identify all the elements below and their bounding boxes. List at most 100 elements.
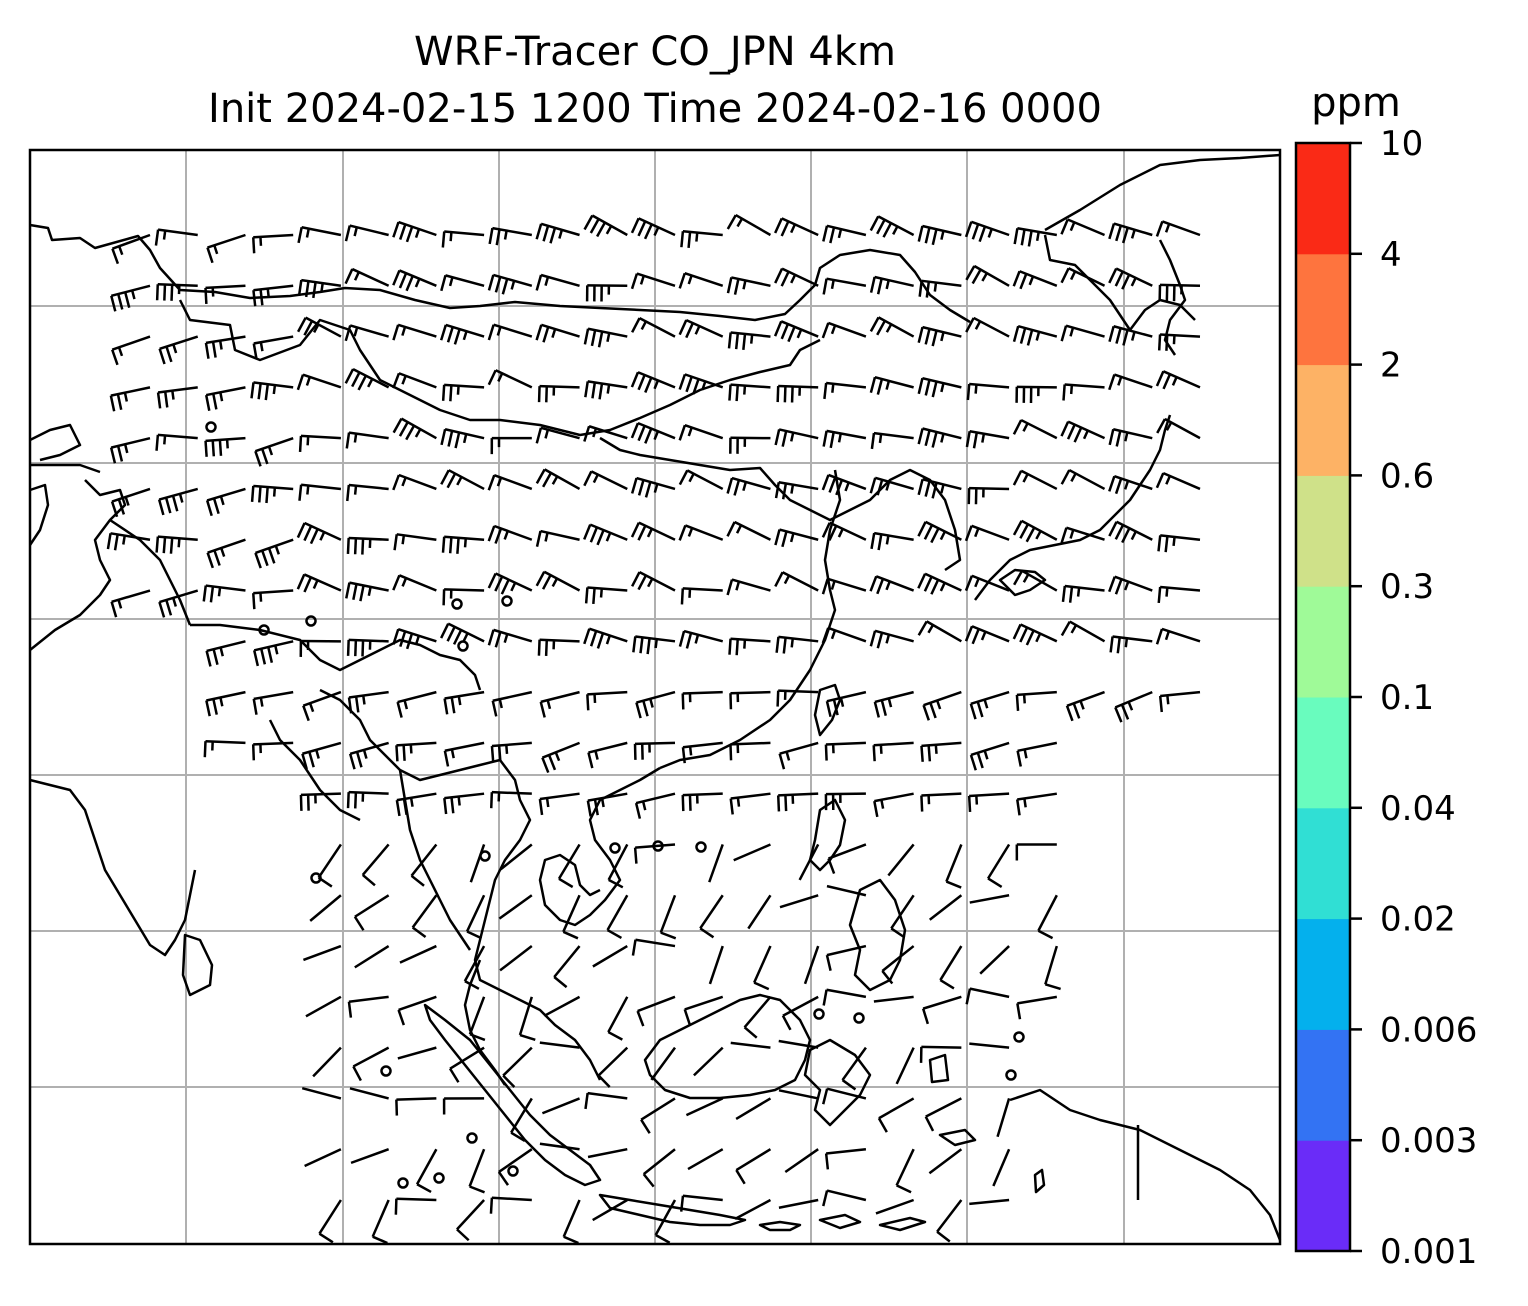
wind-barb	[920, 741, 962, 762]
wind-barb	[822, 988, 867, 1006]
wind-barb	[1158, 283, 1201, 302]
wind-barb	[869, 476, 914, 496]
wind-barb	[541, 1097, 581, 1115]
wind-barb	[873, 690, 914, 718]
wind-barb	[965, 987, 1010, 1005]
wind-barb	[491, 690, 533, 717]
wind-barb	[822, 1189, 867, 1207]
wind-barb	[301, 741, 342, 770]
wind-barb	[823, 381, 867, 400]
colorbar-segment	[1296, 143, 1350, 255]
wind-barb	[778, 1198, 819, 1210]
wind-barb	[636, 995, 676, 1027]
wind-barb	[1157, 333, 1201, 351]
wind-barb	[1012, 324, 1058, 346]
wind-barb	[110, 284, 151, 312]
wind-barb	[870, 431, 914, 450]
wind-barb	[252, 284, 294, 307]
wind-barb	[680, 230, 723, 248]
wind-barb	[252, 335, 294, 360]
wind-barb	[411, 894, 438, 938]
wind-barb	[708, 945, 724, 985]
wind-barb	[870, 531, 914, 551]
wind-barb	[774, 528, 819, 548]
wind-barb	[631, 938, 676, 956]
wind-barb	[890, 894, 915, 939]
wind-barb	[939, 945, 963, 990]
wind-barb	[634, 792, 676, 819]
wind-barb	[535, 570, 581, 592]
colorbar-tick-label: 0.006	[1380, 1010, 1477, 1050]
wind-barb	[992, 1148, 1011, 1187]
colorbar-segment	[1296, 253, 1350, 366]
wind-barb	[202, 584, 246, 603]
wind-barb	[1016, 995, 1058, 1020]
wind-barb	[465, 894, 486, 940]
wind-barb	[825, 690, 867, 718]
wind-barb	[250, 381, 294, 401]
wind-barbs	[106, 214, 1201, 1245]
wind-barb	[869, 376, 914, 395]
wind-barb	[1155, 627, 1201, 645]
wind-barb	[392, 220, 437, 243]
wind-barb	[996, 1098, 1011, 1138]
wind-barb	[821, 626, 867, 644]
wind-barb	[489, 1196, 532, 1214]
wind-barb	[798, 843, 820, 881]
wind-barb	[584, 380, 628, 400]
wind-barb	[443, 690, 485, 715]
wind-barb	[297, 225, 342, 244]
wind-barb	[1015, 792, 1057, 816]
wind-barb	[743, 996, 772, 1039]
wind-barb	[781, 995, 819, 1031]
wind-barb	[535, 222, 580, 244]
wind-barb	[252, 589, 294, 610]
wind-barb	[633, 843, 676, 864]
wind-barb	[1108, 373, 1153, 391]
wind-barb	[154, 228, 198, 246]
wind-barb	[869, 575, 915, 595]
wind-barb	[109, 386, 151, 412]
wind-barb	[607, 843, 629, 889]
wind-barb	[487, 369, 533, 389]
wind-barb	[726, 214, 772, 237]
wind-barb	[631, 570, 676, 592]
wind-barb	[1012, 623, 1058, 646]
wind-barb	[1061, 584, 1105, 603]
wind-barb	[969, 690, 1010, 720]
wind-barb	[396, 690, 437, 718]
colorbar-tick-label: 0.6	[1380, 456, 1434, 496]
wind-barb	[155, 433, 198, 451]
wind-barb	[1108, 267, 1153, 290]
wind-barb	[537, 384, 580, 403]
wind-barb	[928, 894, 963, 921]
wind-barb	[969, 1042, 1010, 1049]
wind-barb	[347, 690, 389, 714]
wind-barb	[443, 741, 485, 767]
wind-barb	[917, 520, 962, 544]
wind-barb	[204, 284, 246, 304]
wind-barb	[158, 589, 199, 618]
wind-barb	[584, 586, 628, 605]
wind-barb	[442, 1097, 485, 1115]
wind-barb	[1060, 620, 1106, 643]
colorbar-segment	[1296, 364, 1350, 476]
wind-barb	[562, 894, 581, 940]
wind-barb	[726, 520, 772, 541]
wind-barb	[821, 521, 867, 541]
wind-barb	[583, 523, 628, 546]
wind-barb	[392, 574, 437, 592]
wind-barb	[312, 1046, 342, 1078]
wind-barb	[630, 371, 676, 393]
wind-barb	[111, 335, 151, 366]
wind-barb	[469, 844, 486, 883]
wind-barb	[774, 428, 819, 447]
wind-barb	[156, 386, 198, 409]
wind-barb	[361, 843, 390, 887]
wind-barb	[318, 1199, 342, 1244]
wind-barb	[592, 944, 628, 968]
wind-barb	[158, 335, 199, 365]
coastlines	[28, 153, 1282, 1241]
wind-barb	[296, 521, 342, 545]
colorbar-segment	[1296, 697, 1350, 809]
